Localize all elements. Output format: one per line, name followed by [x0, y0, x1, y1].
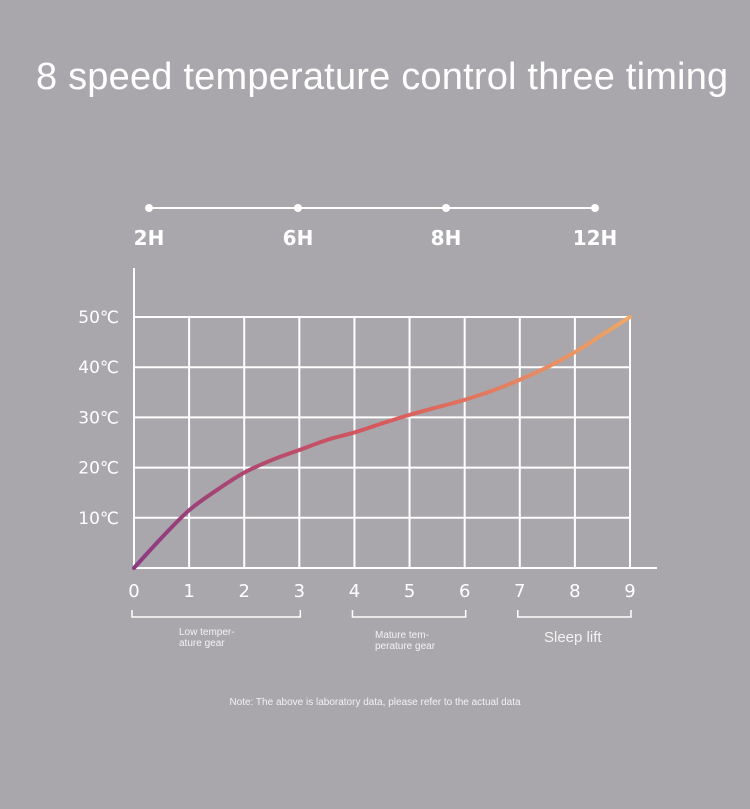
temperature-curve: [132, 315, 632, 570]
group-label-sleep-line1: Sleep lift: [544, 629, 602, 646]
y-tick-label: 30℃: [78, 408, 119, 428]
y-tick-label: 10℃: [78, 509, 119, 529]
timing-label: 6H: [283, 226, 314, 250]
y-tick-label: 40℃: [78, 358, 119, 378]
group-label-mature: Mature tem- perature gear: [375, 630, 435, 652]
chart-grid: [133, 268, 657, 569]
timing-dot: [145, 204, 153, 212]
timing-label: 12H: [573, 226, 618, 250]
group-label-mature-line1: Mature tem-: [375, 630, 429, 641]
x-tick-label: 0: [128, 581, 139, 602]
timing-label: 8H: [431, 226, 462, 250]
x-tick-label: 7: [514, 581, 525, 602]
x-tick-label: 4: [349, 581, 360, 602]
x-tick-label: 3: [294, 581, 305, 602]
group-label-low-line1: Low temper-: [179, 627, 235, 638]
temperature-chart: 2H 6H 8H 12H 10℃ 20℃ 30℃ 40℃ 50℃ 0 1 2 3 4 5 6 7 8 9: [78, 204, 657, 618]
group-label-low-line2: ature gear: [179, 638, 225, 649]
timing-dot: [294, 204, 302, 212]
y-tick-label: 50℃: [78, 308, 119, 328]
x-tick-label: 5: [404, 581, 415, 602]
x-tick-label: 2: [238, 581, 249, 602]
group-label-mature-line2: perature gear: [375, 641, 436, 652]
stage-brackets: [131, 610, 632, 618]
y-tick-label: 20℃: [78, 459, 119, 479]
timing-scale: 2H 6H 8H 12H: [134, 204, 618, 250]
group-label-low: Low temper- ature gear: [179, 627, 235, 649]
chart-ticks: 10℃ 20℃ 30℃ 40℃ 50℃ 0 1 2 3 4 5 6 7 8 9: [78, 308, 635, 602]
stage-bracket: [517, 610, 632, 618]
page-title: 8 speed temperature control three timing: [36, 56, 729, 98]
group-label-sleep: Sleep lift: [544, 629, 602, 646]
footnote: Note: The above is laboratory data, plea…: [229, 697, 521, 708]
timing-dot: [442, 204, 450, 212]
timing-label: 2H: [134, 226, 165, 250]
stage-bracket: [131, 610, 302, 618]
x-tick-label: 1: [183, 581, 194, 602]
x-tick-label: 8: [569, 581, 580, 602]
stage-bracket: [351, 610, 467, 618]
x-tick-label: 6: [459, 581, 470, 602]
x-tick-label: 9: [624, 581, 635, 602]
timing-dot: [591, 204, 599, 212]
